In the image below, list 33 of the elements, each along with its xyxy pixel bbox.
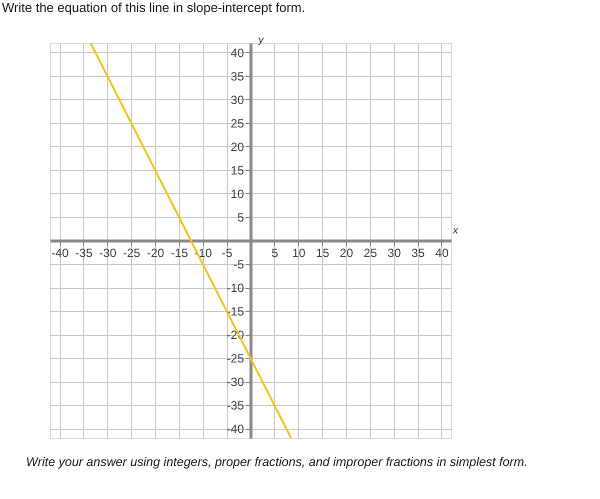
y-tick-label: -10 — [226, 281, 244, 296]
y-tick-label: -35 — [226, 398, 244, 413]
y-tick-label: 40 — [230, 46, 244, 60]
x-tick-label: -35 — [75, 246, 93, 260]
x-tick-label: 35 — [411, 246, 426, 260]
x-tick-label: -20 — [146, 246, 165, 260]
x-tick-label: -40 — [51, 246, 70, 260]
y-tick-label: 20 — [230, 140, 244, 154]
y-tick-label: 10 — [230, 186, 244, 201]
x-tick-label: 10 — [292, 246, 306, 260]
y-tick-label: -25 — [226, 352, 244, 366]
x-tick-label: 15 — [316, 246, 330, 260]
y-axis-title: y — [258, 35, 264, 46]
y-tick-label: 5 — [237, 210, 244, 224]
x-tick-label: 40 — [435, 246, 449, 260]
y-tick-label: 30 — [230, 92, 244, 107]
y-tick-label: -40 — [226, 422, 244, 436]
x-tick-label: -25 — [122, 246, 141, 260]
x-tick-label: 20 — [340, 246, 354, 260]
text: Write your answer using integers, proper fractions, and improper fractions in simplest form. — [26, 455, 528, 469]
x-axis-title: x — [452, 226, 459, 236]
x-tick-label: 5 — [272, 246, 279, 260]
x-tick-label: -15 — [170, 246, 188, 260]
x-tick-label: 30 — [388, 246, 402, 260]
y-tick-label: 35 — [230, 69, 244, 84]
y-tick-label: -5 — [233, 258, 244, 272]
x-tick-label: -30 — [99, 246, 117, 260]
x-tick-label: 25 — [364, 246, 378, 260]
y-tick-label: 25 — [230, 116, 244, 130]
chart-title: Write the equation of this line in slope-intercept form. — [2, 0, 306, 15]
y-tick-label: -30 — [226, 375, 244, 390]
y-tick-label: 15 — [230, 163, 244, 178]
y-tick-label: -15 — [226, 304, 244, 319]
